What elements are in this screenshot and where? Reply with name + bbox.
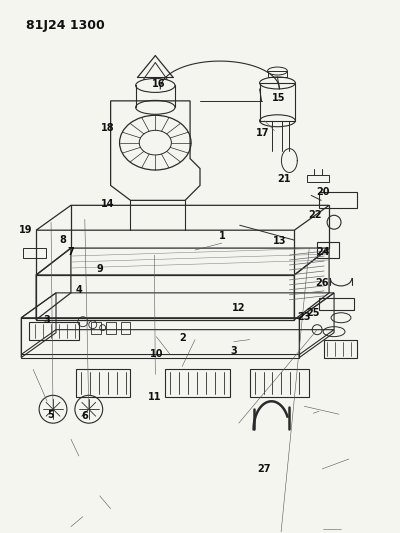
Text: 26: 26 [316, 278, 329, 288]
Text: 25: 25 [306, 308, 320, 318]
Text: 10: 10 [150, 349, 163, 359]
Text: 23: 23 [297, 312, 311, 322]
Text: 19: 19 [19, 225, 33, 236]
Text: 4: 4 [76, 285, 82, 295]
Text: 13: 13 [273, 236, 286, 246]
Text: 17: 17 [256, 128, 270, 138]
Text: 27: 27 [258, 464, 271, 474]
Text: 8: 8 [60, 235, 66, 245]
Text: 14: 14 [101, 199, 114, 209]
Text: 3: 3 [44, 314, 50, 325]
Text: 1: 1 [218, 231, 225, 241]
Text: 2: 2 [179, 333, 186, 343]
Text: 3: 3 [230, 346, 237, 357]
Text: 9: 9 [96, 264, 103, 274]
Text: 16: 16 [152, 78, 165, 88]
Text: 24: 24 [316, 247, 330, 257]
Text: 6: 6 [82, 411, 88, 421]
Text: 21: 21 [278, 174, 291, 184]
Text: 20: 20 [316, 187, 330, 197]
Text: 12: 12 [232, 303, 246, 313]
Text: 11: 11 [148, 392, 161, 402]
Text: 15: 15 [272, 93, 286, 103]
Text: 22: 22 [308, 209, 322, 220]
Text: 81J24 1300: 81J24 1300 [26, 19, 105, 33]
Text: 7: 7 [68, 247, 74, 257]
Text: 5: 5 [48, 410, 54, 420]
Text: 18: 18 [101, 123, 115, 133]
